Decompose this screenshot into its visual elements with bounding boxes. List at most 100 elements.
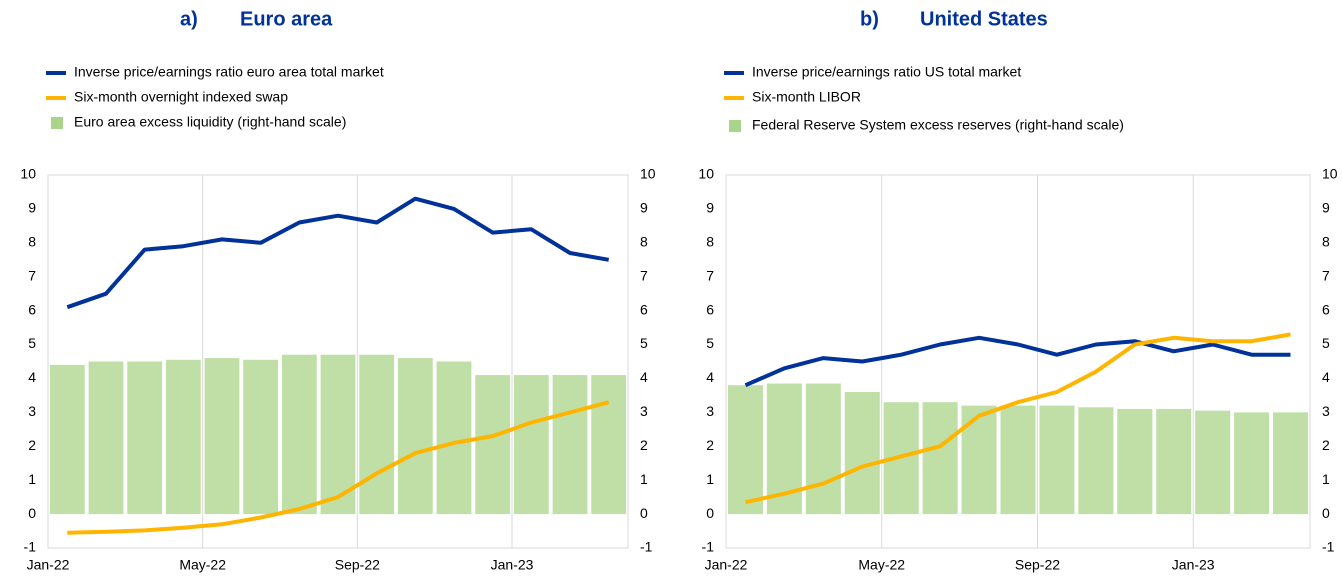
y-tick-label: 5 (28, 335, 36, 351)
y-tick-label: 0 (706, 505, 714, 521)
bar (49, 364, 85, 515)
y-tick-label: 8 (706, 234, 714, 250)
line (745, 332, 1291, 505)
chart-title: Euro area (240, 8, 333, 30)
y2-tick-label: 9 (640, 200, 648, 216)
y2-tick-label: 10 (640, 166, 656, 182)
x-tick-label: May-22 (179, 557, 226, 573)
bar (1117, 408, 1153, 515)
legend-label: Six-month overnight indexed swap (74, 89, 288, 105)
bar (1273, 412, 1309, 515)
y-tick-label: 4 (706, 369, 714, 385)
bar (805, 383, 841, 515)
bar (1234, 412, 1270, 515)
bar (475, 375, 511, 515)
y2-tick-label: -1 (640, 539, 653, 555)
y2-tick-label: 10 (1322, 166, 1338, 182)
y2-tick-label: 6 (640, 301, 648, 317)
y-tick-label: -1 (702, 539, 715, 555)
bar (320, 354, 356, 515)
y-tick-label: 10 (698, 166, 714, 182)
bar (243, 359, 279, 515)
y-tick-label: 10 (20, 166, 36, 182)
panel: b) United States Inverse price/earnings ra… (698, 8, 1337, 572)
y2-tick-label: 7 (1322, 267, 1330, 283)
bar (127, 361, 163, 515)
y2-tick-label: 1 (1322, 471, 1330, 487)
y-tick-label: 9 (706, 200, 714, 216)
y2-tick-label: 8 (640, 234, 648, 250)
bar (961, 405, 997, 515)
y2-tick-label: 6 (1322, 301, 1330, 317)
legend-swatch (729, 120, 741, 132)
x-tick-label: May-22 (858, 557, 905, 573)
y2-tick-label: 5 (1322, 335, 1330, 351)
legend-label: Federal Reserve System excess reserves (… (752, 117, 1124, 133)
y2-tick-label: 0 (640, 505, 648, 521)
y-tick-label: 2 (28, 437, 36, 453)
bar (88, 361, 124, 515)
x-tick-label: Jan-23 (1172, 557, 1215, 573)
y-tick-label: 1 (706, 471, 714, 487)
y2-tick-label: 7 (640, 267, 648, 283)
y-tick-label: 3 (28, 403, 36, 419)
bar (591, 375, 627, 515)
bar (552, 375, 588, 515)
panel-label: a) (180, 8, 198, 30)
bar (727, 385, 763, 515)
legend-label: Euro area excess liquidity (right-hand s… (74, 114, 346, 130)
y2-tick-label: 1 (640, 471, 648, 487)
bar (204, 358, 240, 515)
panel: a) Euro area Inverse price/earnings ratio … (20, 8, 655, 572)
bar (1039, 405, 1075, 515)
chart-title: United States (920, 8, 1048, 30)
bar (1078, 407, 1114, 515)
bar (1156, 408, 1192, 515)
bar (1195, 410, 1231, 515)
y2-tick-label: 2 (1322, 437, 1330, 453)
y-tick-label: 8 (28, 234, 36, 250)
y-tick-label: 3 (706, 403, 714, 419)
y-tick-label: 0 (28, 505, 36, 521)
y2-tick-label: 3 (640, 403, 648, 419)
bar (513, 375, 549, 515)
y-tick-label: 5 (706, 335, 714, 351)
x-tick-label: Sep-22 (335, 557, 380, 573)
y-tick-label: 4 (28, 369, 36, 385)
line (66, 196, 610, 310)
bar (359, 354, 395, 515)
plot-frame (47, 174, 629, 549)
panel-label: b) (860, 8, 879, 30)
plot-frame (725, 174, 1311, 549)
x-tick-label: Jan-22 (27, 557, 70, 573)
y-tick-label: -1 (24, 539, 37, 555)
line (67, 400, 610, 535)
bar (436, 361, 472, 515)
y-tick-label: 2 (706, 437, 714, 453)
y2-tick-label: 2 (640, 437, 648, 453)
x-tick-label: Sep-22 (1015, 557, 1060, 573)
y-tick-label: 9 (28, 200, 36, 216)
y-tick-label: 6 (706, 301, 714, 317)
bar (1000, 405, 1036, 515)
legend-swatch (51, 117, 63, 129)
legend-label: Inverse price/earnings ratio euro area t… (74, 64, 384, 80)
bar (281, 354, 317, 515)
y-tick-label: 7 (28, 267, 36, 283)
y2-tick-label: -1 (1322, 539, 1335, 555)
y2-tick-label: 4 (1322, 369, 1330, 385)
legend-label: Inverse price/earnings ratio US total ma… (752, 64, 1021, 80)
bar (922, 402, 958, 515)
line (744, 335, 1291, 388)
y-tick-label: 7 (706, 267, 714, 283)
bar (397, 358, 433, 515)
y2-tick-label: 0 (1322, 505, 1330, 521)
y2-tick-label: 5 (640, 335, 648, 351)
x-tick-label: Jan-23 (491, 557, 534, 573)
bar (844, 392, 880, 515)
legend-label: Six-month LIBOR (752, 89, 861, 105)
y2-tick-label: 9 (1322, 200, 1330, 216)
bar (165, 359, 201, 515)
